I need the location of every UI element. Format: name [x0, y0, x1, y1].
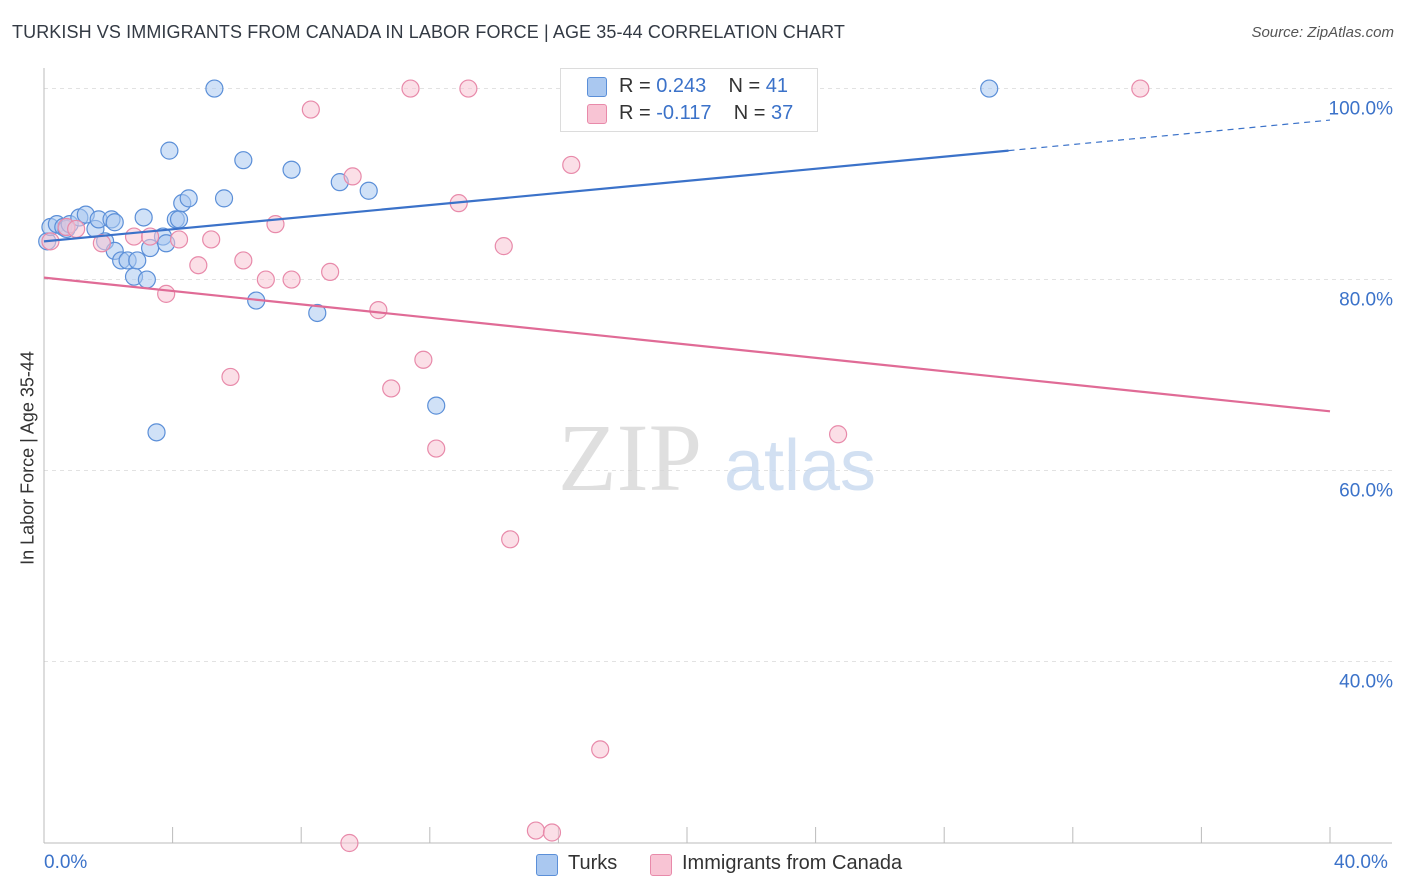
legend-row-turks-text: R = 0.243 N = 41: [619, 75, 788, 98]
canada-legend-swatch: [650, 854, 672, 876]
x-tick-label-max: 40.0%: [1334, 852, 1388, 873]
canada-point: [256, 270, 275, 289]
turks-point: [137, 270, 156, 289]
chart-title: TURKISH VS IMMIGRANTS FROM CANADA IN LAB…: [12, 22, 845, 42]
canada-point: [234, 251, 253, 270]
canada-point: [459, 79, 478, 98]
turks-trendline-extension: [1008, 119, 1331, 152]
canada-point: [591, 740, 610, 759]
canada-legend-label: Immigrants from Canada: [682, 852, 903, 874]
canada-point: [494, 237, 513, 256]
n-label: N =: [728, 75, 761, 97]
y-tick-labels: 40.0% 60.0% 80.0% 100.0%: [1329, 99, 1394, 693]
canada-point: [67, 219, 86, 239]
axes: [43, 68, 1392, 844]
canada-swatch: [587, 104, 607, 124]
canada-point: [501, 530, 520, 549]
y-tick-label-100: 100.0%: [1329, 99, 1394, 120]
y-tick-label-60: 60.0%: [1339, 481, 1393, 502]
r-label: R =: [619, 75, 651, 97]
canada-point: [1131, 79, 1150, 98]
canada-point: [369, 301, 388, 320]
turks-trendline: [43, 149, 1009, 243]
n-label: N =: [733, 102, 766, 124]
canada-point: [427, 439, 446, 458]
y-tick-label-40: 40.0%: [1339, 672, 1393, 693]
turks-point: [169, 210, 189, 229]
r-label: R =: [619, 102, 651, 124]
canada-point: [282, 270, 301, 289]
turks-point: [234, 151, 253, 170]
turks-point: [128, 251, 147, 270]
turks-point: [160, 141, 179, 160]
canada-point: [301, 100, 320, 119]
canada-point: [169, 230, 189, 249]
turks-point: [308, 303, 327, 323]
canada-point: [401, 79, 420, 98]
canada-point: [829, 425, 848, 444]
legend-row-canada-text: R = -0.117 N = 37: [619, 102, 793, 125]
turks-point: [980, 79, 999, 98]
turks-point: [427, 396, 446, 415]
turks-point: [105, 213, 124, 232]
data-points: [38, 79, 1150, 853]
turks-point: [147, 423, 166, 442]
canada-point: [321, 262, 340, 282]
canada-trendline: [43, 276, 1331, 413]
canada-point: [202, 230, 221, 249]
y-tick-label-80: 80.0%: [1339, 290, 1393, 311]
turks-swatch: [587, 77, 607, 97]
canada-point: [414, 350, 433, 369]
trendlines: [43, 119, 1331, 413]
turks-point: [134, 208, 153, 227]
turks-point: [282, 160, 301, 179]
watermark-atlas: atlas: [724, 426, 876, 506]
n-value-turks: 41: [765, 75, 789, 97]
canada-point: [189, 256, 208, 275]
x-tick-label-min: 0.0%: [44, 852, 88, 873]
canada-point: [526, 821, 545, 840]
canada-point: [221, 367, 240, 387]
r-value-turks: 0.243: [656, 75, 707, 97]
canada-point: [92, 234, 111, 253]
turks-point: [179, 189, 198, 208]
stats-legend: R = 0.243 N = 41 R = -0.117 N = 37: [560, 68, 818, 132]
r-value-canada: -0.117: [656, 102, 712, 124]
canada-point: [340, 833, 359, 853]
canada-point: [157, 284, 176, 303]
canada-point: [382, 379, 401, 398]
turks-point: [214, 189, 234, 208]
turks-legend-label: Turks: [568, 852, 618, 874]
canada-point: [562, 155, 581, 175]
canada-point: [343, 167, 362, 186]
source-credit: Source: ZipAtlas.com: [1251, 24, 1394, 41]
gridlines: [44, 88, 1392, 663]
y-axis-label: In Labor Force | Age 35-44: [17, 351, 38, 565]
turks-legend-swatch: [536, 854, 558, 876]
turks-point: [205, 79, 224, 98]
canada-point: [542, 823, 562, 842]
turks-point: [359, 181, 378, 200]
watermark-zip: ZIP: [558, 404, 702, 511]
canada-point: [124, 227, 144, 246]
n-value-canada: 37: [770, 102, 794, 124]
